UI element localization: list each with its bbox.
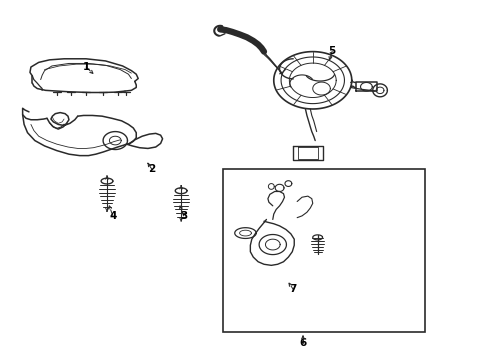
Text: 2: 2 xyxy=(148,164,155,174)
Text: 7: 7 xyxy=(289,284,296,294)
Text: 3: 3 xyxy=(180,211,187,221)
Text: 6: 6 xyxy=(299,338,306,348)
Text: 4: 4 xyxy=(109,211,116,221)
Bar xyxy=(222,169,424,332)
Text: 1: 1 xyxy=(82,62,89,72)
Text: 5: 5 xyxy=(328,46,335,56)
